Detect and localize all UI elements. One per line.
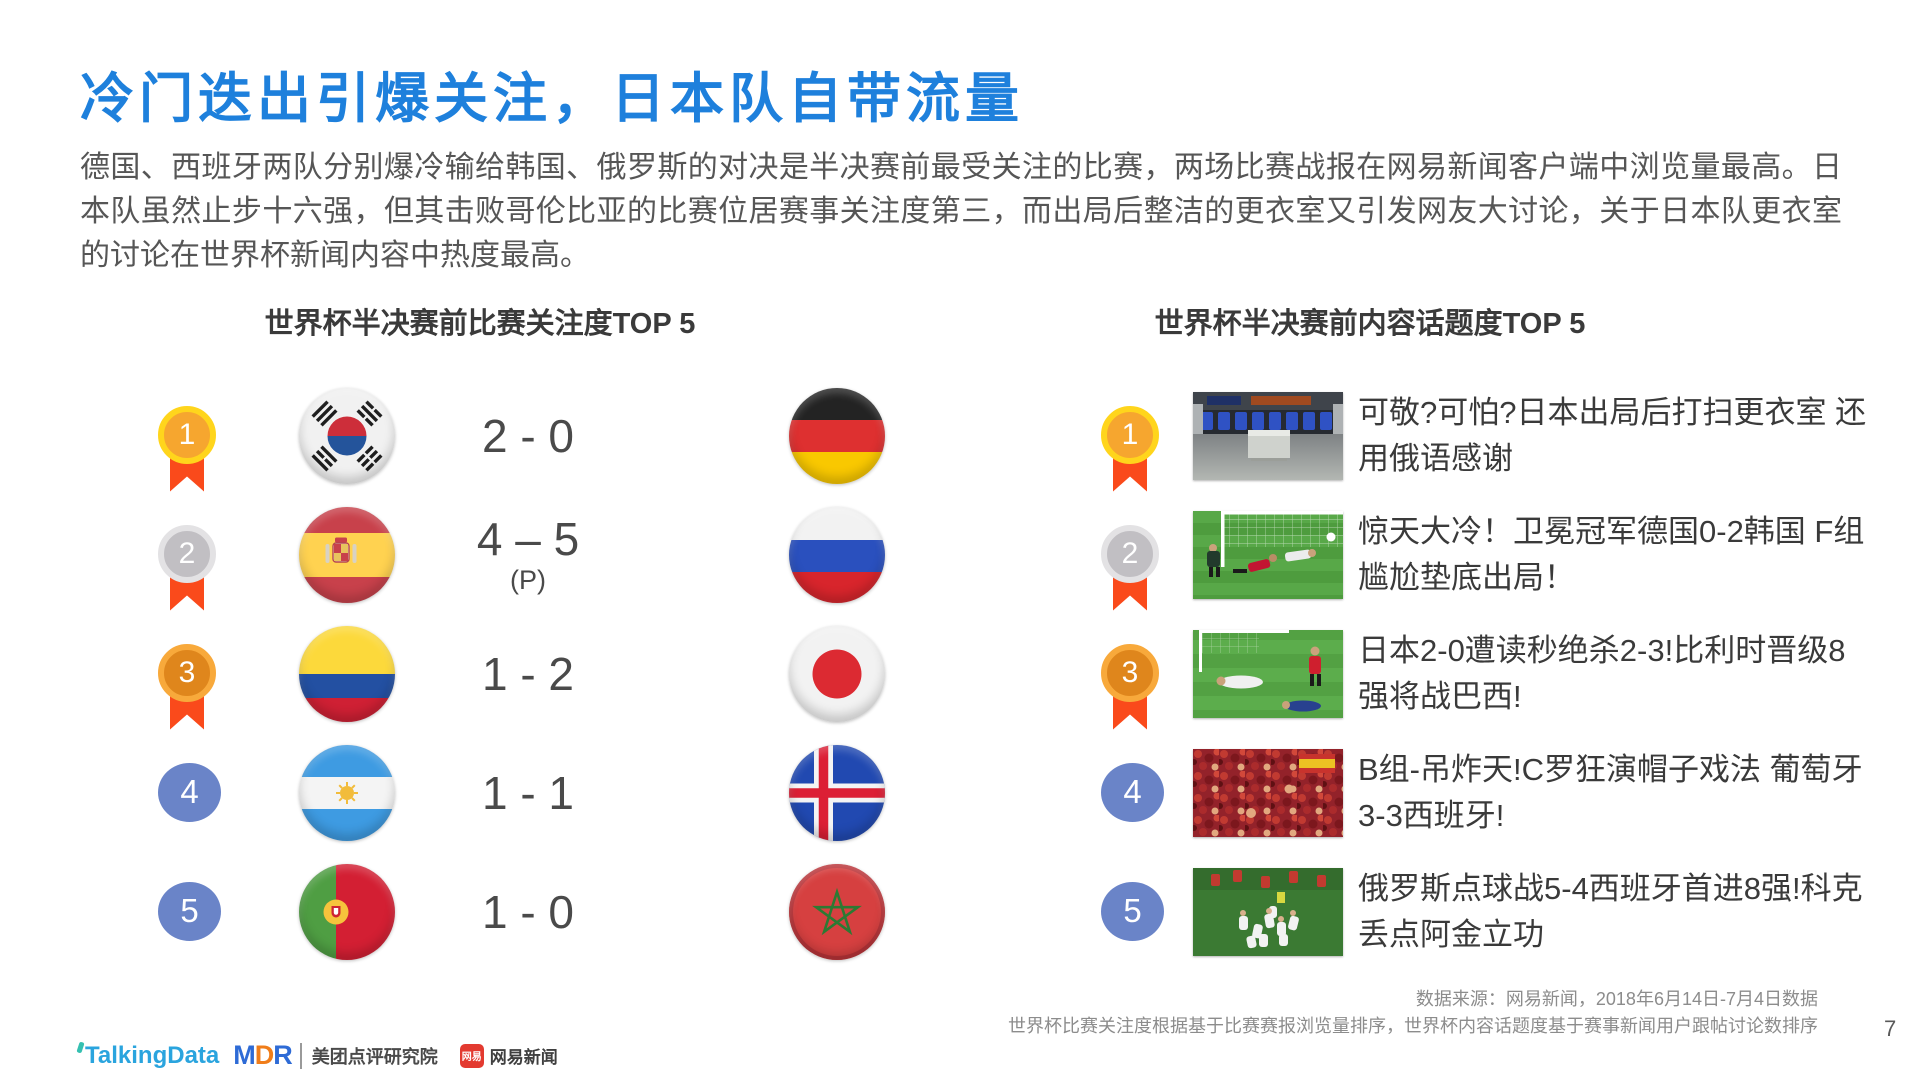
match-score: 2 - 0 [433, 411, 623, 461]
flag-south-korea-icon [299, 387, 395, 484]
data-source-line1: 数据来源：网易新闻，2018年6月14日-7月4日数据 [1415, 989, 1818, 1009]
match-row-3: 3 1 - 2 [0, 614, 1921, 733]
match-row-4: 4 1 - 1 [0, 733, 1921, 852]
data-source-line2: 世界杯比赛关注度根据基于比赛赛报浏览量排序，世界杯内容话题度基于赛事新闻用户跟帖… [1008, 1016, 1818, 1036]
left-panel-title: 世界杯半决赛前比赛关注度TOP 5 [264, 308, 696, 340]
score-value: 1 - 1 [481, 766, 575, 819]
rank-number: 4 [1123, 773, 1142, 810]
rank-number: 3 [178, 655, 196, 689]
germany-korea-match-photo [1193, 510, 1343, 599]
flag-portugal-icon [299, 863, 395, 960]
score-value: 1 - 2 [481, 647, 575, 700]
right-panel-title: 世界杯半决赛前内容话题度TOP 5 [1154, 308, 1586, 340]
rank-number: 2 [178, 536, 196, 570]
match-row-5: 5 1 - 0 [0, 852, 1921, 971]
locker-room-photo [1193, 391, 1343, 480]
talkingdata-logo: TalkingData [76, 1040, 220, 1070]
news-headline: 可敬?可怕?日本出局后打扫更衣室 还 用俄语感谢 [1358, 394, 1867, 476]
talkingdata-logo-text: TalkingData [85, 1041, 220, 1069]
intro-paragraph: 德国、西班牙两队分别爆冷输给韩国、俄罗斯的对决是半决赛前最受关注的比赛，两场比赛… [80, 151, 1842, 272]
talkingdata-tick-icon [76, 1040, 85, 1054]
match-score: 4 – 5 (P) [433, 514, 623, 596]
rank-number: 5 [1123, 892, 1142, 929]
page-number: 7 [1884, 1016, 1897, 1041]
topic-row-3: 3 日本2-0遭读秒绝杀2-3!比利时晋级8 强将战巴西! [0, 614, 1921, 733]
rank-2-medal-icon: 2 [158, 524, 221, 621]
rank-number: 1 [1121, 417, 1139, 451]
data-source-note: 数据来源：网易新闻，2018年6月14日-7月4日数据 世界杯比赛关注度根据基于… [1008, 986, 1818, 1040]
flag-japan-icon [789, 625, 885, 722]
topic-row-1: 1 [0, 376, 1921, 495]
score-value: 1 - 0 [481, 885, 575, 938]
rank-5-badge-icon: 5 [1101, 881, 1164, 978]
score-value: 2 - 0 [481, 409, 575, 462]
score-note: (P) [510, 564, 546, 595]
rank-4-badge-icon: 4 [1101, 762, 1164, 859]
rank-number: 2 [1121, 536, 1139, 570]
mdr-logo: MDR [233, 1040, 292, 1070]
flag-russia-icon [789, 506, 885, 603]
topic-row-4: 4 B组-吊炸天!C罗狂演帽子戏法 葡萄牙 3-3西班牙! [0, 733, 1921, 852]
flag-argentina-icon [299, 744, 395, 841]
page-title: 冷门迭出引爆关注，日本队自带流量 [80, 69, 1024, 129]
news-headline: 日本2-0遭读秒绝杀2-3!比利时晋级8 强将战巴西! [1358, 632, 1846, 714]
match-score: 1 - 1 [433, 768, 623, 818]
japan-belgium-match-photo [1193, 629, 1343, 718]
match-row-2: 2 4 – [0, 495, 1921, 614]
rank-number: 1 [178, 417, 196, 451]
flag-iceland-icon [789, 744, 885, 841]
rank-1-medal-icon: 1 [1101, 405, 1164, 502]
match-score: 1 - 2 [433, 649, 623, 699]
flag-germany-icon [789, 387, 885, 484]
meituan-dianping-institute-label: 美团点评研究院 [299, 1042, 438, 1069]
flag-colombia-icon [299, 625, 395, 722]
rank-3-medal-icon: 3 [158, 643, 221, 740]
topic-row-5: 5 [0, 852, 1921, 971]
news-headline: 俄罗斯点球战5-4西班牙首进8强!科克 丢点阿金立功 [1358, 870, 1863, 952]
rank-3-medal-icon: 3 [1101, 643, 1164, 740]
rank-number: 5 [180, 892, 199, 929]
netease-app-icon: 网易 [459, 1043, 484, 1068]
rank-4-badge-icon: 4 [158, 762, 221, 859]
rank-1-medal-icon: 1 [158, 405, 221, 502]
footer-logos: TalkingData MDR 美团点评研究院 网易 网易新闻 [76, 1040, 558, 1071]
match-row-1: 1 [0, 376, 1921, 495]
rank-5-badge-icon: 5 [158, 881, 221, 978]
news-headline: B组-吊炸天!C罗狂演帽子戏法 葡萄牙 3-3西班牙! [1358, 751, 1863, 833]
topic-row-2: 2 惊天大冷！卫冕冠军德国0-2韩国 F组 尴尬垫底出局！ [0, 495, 1921, 614]
match-score: 1 - 0 [433, 887, 623, 937]
netease-news-label: 网易新闻 [489, 1048, 558, 1067]
flag-spain-icon [299, 506, 395, 603]
rank-number: 4 [180, 773, 199, 810]
flag-morocco-icon [789, 863, 885, 960]
score-value: 4 – 5 [476, 512, 580, 565]
russia-celebration-photo [1193, 867, 1343, 956]
news-headline: 惊天大冷！卫冕冠军德国0-2韩国 F组 尴尬垫底出局！ [1358, 513, 1865, 595]
spain-fans-photo [1193, 748, 1343, 837]
rank-number: 3 [1121, 655, 1139, 689]
rank-2-medal-icon: 2 [1101, 524, 1164, 621]
